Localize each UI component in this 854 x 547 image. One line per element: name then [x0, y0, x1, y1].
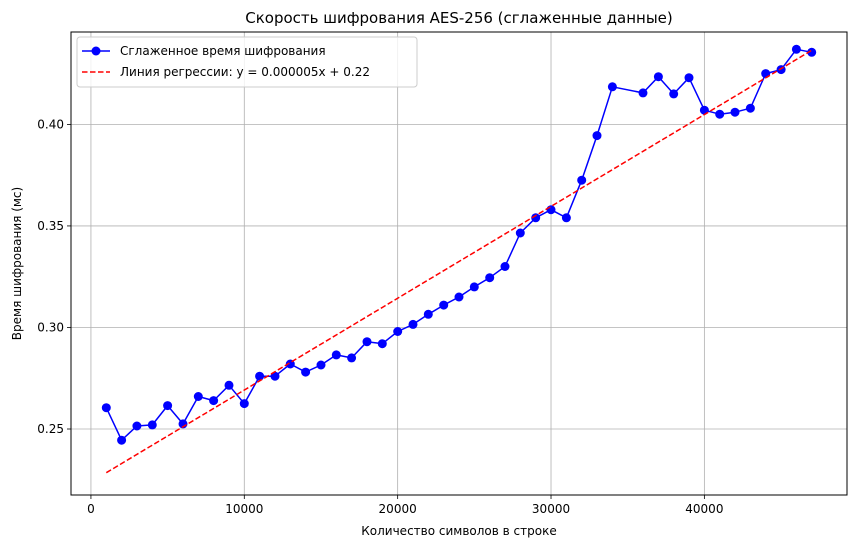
data-point-smoothed: [469, 282, 479, 292]
data-point-smoothed: [485, 273, 495, 283]
plot-frame: [70, 31, 848, 496]
data-point-smoothed: [362, 337, 372, 347]
data-point-smoothed: [117, 435, 127, 445]
legend: Сглаженное время шифрования Линия регрес…: [76, 36, 418, 88]
data-point-smoothed: [301, 367, 311, 377]
data-point-smoothed: [653, 72, 663, 82]
series-line-smoothed: [105, 48, 812, 441]
data-point-smoothed: [577, 175, 587, 185]
data-point-smoothed: [316, 360, 326, 370]
data-point-smoothed: [807, 47, 817, 57]
series-layer: [101, 44, 817, 474]
data-point-smoothed: [791, 44, 801, 54]
data-point-smoothed: [515, 228, 525, 238]
x-axis-label: Количество символов в строке: [361, 524, 556, 538]
data-point-smoothed: [531, 213, 541, 223]
x-tick-label: 30000: [532, 502, 570, 516]
chart-title: Скорость шифрования AES-256 (сглаженные …: [245, 9, 673, 27]
data-point-smoothed: [255, 371, 265, 381]
grid: [71, 32, 847, 495]
data-point-smoothed: [439, 300, 449, 310]
data-point-smoothed: [393, 327, 403, 336]
y-tick-label: 0.25: [37, 422, 64, 436]
data-point-smoothed: [270, 371, 280, 381]
data-point-smoothed: [561, 213, 571, 223]
data-point-smoothed: [147, 420, 157, 430]
data-point-smoothed: [132, 421, 142, 431]
legend-marker-smoothed: [91, 46, 101, 56]
x-tick-label: 10000: [225, 502, 263, 516]
data-point-smoothed: [715, 109, 725, 119]
data-point-smoothed: [669, 89, 679, 99]
x-tick-label: 20000: [379, 502, 417, 516]
data-point-smoothed: [745, 103, 755, 113]
data-point-smoothed: [163, 401, 173, 411]
y-tick-label: 0.40: [37, 117, 64, 131]
data-point-smoothed: [423, 309, 433, 319]
series-line-regression: [105, 49, 813, 474]
x-tick-label: 40000: [685, 502, 723, 516]
data-point-smoothed: [638, 88, 648, 98]
data-point-smoothed: [500, 262, 510, 271]
data-point-smoothed: [101, 403, 111, 413]
data-point-smoothed: [224, 380, 234, 390]
y-axis-label: Время шифрования (мс): [10, 187, 24, 340]
data-point-smoothed: [408, 319, 418, 329]
data-point-smoothed: [607, 82, 617, 92]
data-point-smoothed: [331, 350, 341, 360]
data-point-smoothed: [239, 399, 249, 409]
y-tick-label: 0.35: [37, 219, 64, 233]
data-point-smoothed: [347, 353, 357, 363]
legend-label-regression: Линия регрессии: y = 0.000005x + 0.22: [120, 65, 370, 79]
data-point-smoothed: [454, 292, 464, 302]
x-tick-label: 0: [87, 502, 95, 516]
data-point-smoothed: [377, 339, 387, 349]
data-point-smoothed: [193, 392, 203, 401]
data-point-smoothed: [209, 396, 219, 406]
data-point-smoothed: [730, 107, 740, 117]
legend-box: [76, 36, 418, 88]
data-point-smoothed: [546, 205, 556, 215]
data-point-smoothed: [592, 131, 602, 141]
ticks: 0 10000 20000 30000 40000 0.25 0.30 0.35 0.40: [37, 117, 723, 516]
data-point-smoothed: [684, 73, 694, 83]
data-point-smoothed: [776, 65, 786, 75]
legend-label-smoothed: Сглаженное время шифрования: [120, 44, 326, 58]
y-tick-label: 0.30: [37, 320, 64, 334]
plot-area: [71, 32, 847, 495]
